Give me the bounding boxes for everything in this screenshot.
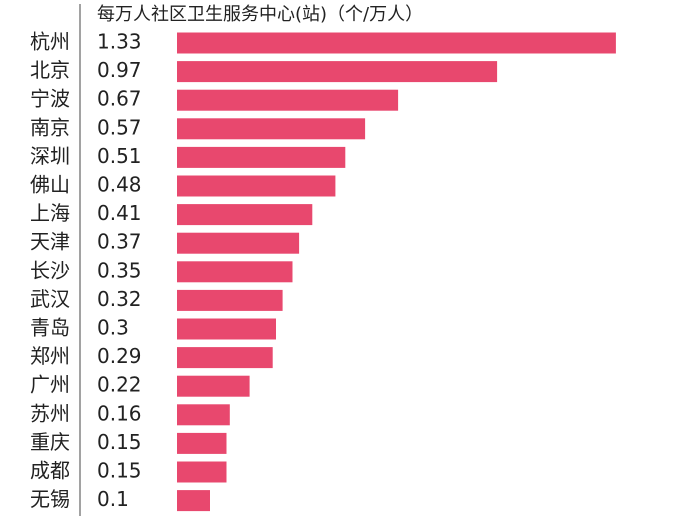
- category-label: 重庆: [30, 430, 70, 454]
- bar: [177, 175, 336, 197]
- value-label: 0.41: [97, 201, 142, 225]
- category-label: 郑州: [30, 344, 70, 368]
- value-label: 0.16: [97, 401, 142, 425]
- category-label: 北京: [30, 58, 70, 82]
- value-label: 0.15: [97, 430, 142, 454]
- value-label: 0.15: [97, 459, 142, 483]
- bar: [177, 204, 313, 226]
- value-label: 0.1: [97, 487, 129, 511]
- bar: [177, 89, 399, 111]
- category-label: 广州: [30, 373, 70, 397]
- value-label: 0.67: [97, 87, 142, 111]
- bar: [177, 32, 616, 54]
- bar: [177, 289, 283, 311]
- category-label: 佛山: [30, 173, 70, 197]
- category-label: 武汉: [30, 287, 70, 311]
- value-label: 0.51: [97, 144, 142, 168]
- category-label: 长沙: [30, 258, 70, 282]
- value-label: 0.3: [97, 316, 129, 340]
- category-label: 成都: [30, 459, 70, 483]
- value-label: 0.29: [97, 344, 142, 368]
- category-label: 宁波: [30, 87, 70, 111]
- value-label: 0.57: [97, 115, 142, 139]
- category-label: 深圳: [30, 144, 70, 168]
- value-label: 0.48: [97, 173, 142, 197]
- category-label: 上海: [30, 201, 70, 225]
- category-label: 杭州: [30, 30, 70, 54]
- value-label: 0.97: [97, 58, 142, 82]
- category-label: 青岛: [30, 316, 70, 340]
- bar: [177, 432, 227, 454]
- bar: [177, 347, 273, 369]
- category-label: 南京: [30, 115, 70, 139]
- bar: [177, 118, 366, 140]
- bar: [177, 261, 293, 283]
- bar: [177, 232, 300, 254]
- bar: [177, 375, 250, 397]
- value-label: 0.32: [97, 287, 142, 311]
- category-label: 天津: [30, 230, 70, 254]
- bar: [177, 490, 210, 512]
- value-label: 1.33: [97, 30, 142, 54]
- bar: [177, 61, 498, 83]
- category-label: 无锡: [30, 487, 70, 511]
- chart-title: 每万人社区卫生服务中心(站)（个/万人）: [97, 4, 423, 25]
- category-label: 苏州: [30, 401, 70, 425]
- bar: [177, 318, 276, 340]
- value-label: 0.35: [97, 258, 142, 282]
- value-label: 0.22: [97, 373, 142, 397]
- bar: [177, 404, 230, 426]
- bar: [177, 461, 227, 483]
- bar: [177, 146, 346, 168]
- value-label: 0.37: [97, 230, 142, 254]
